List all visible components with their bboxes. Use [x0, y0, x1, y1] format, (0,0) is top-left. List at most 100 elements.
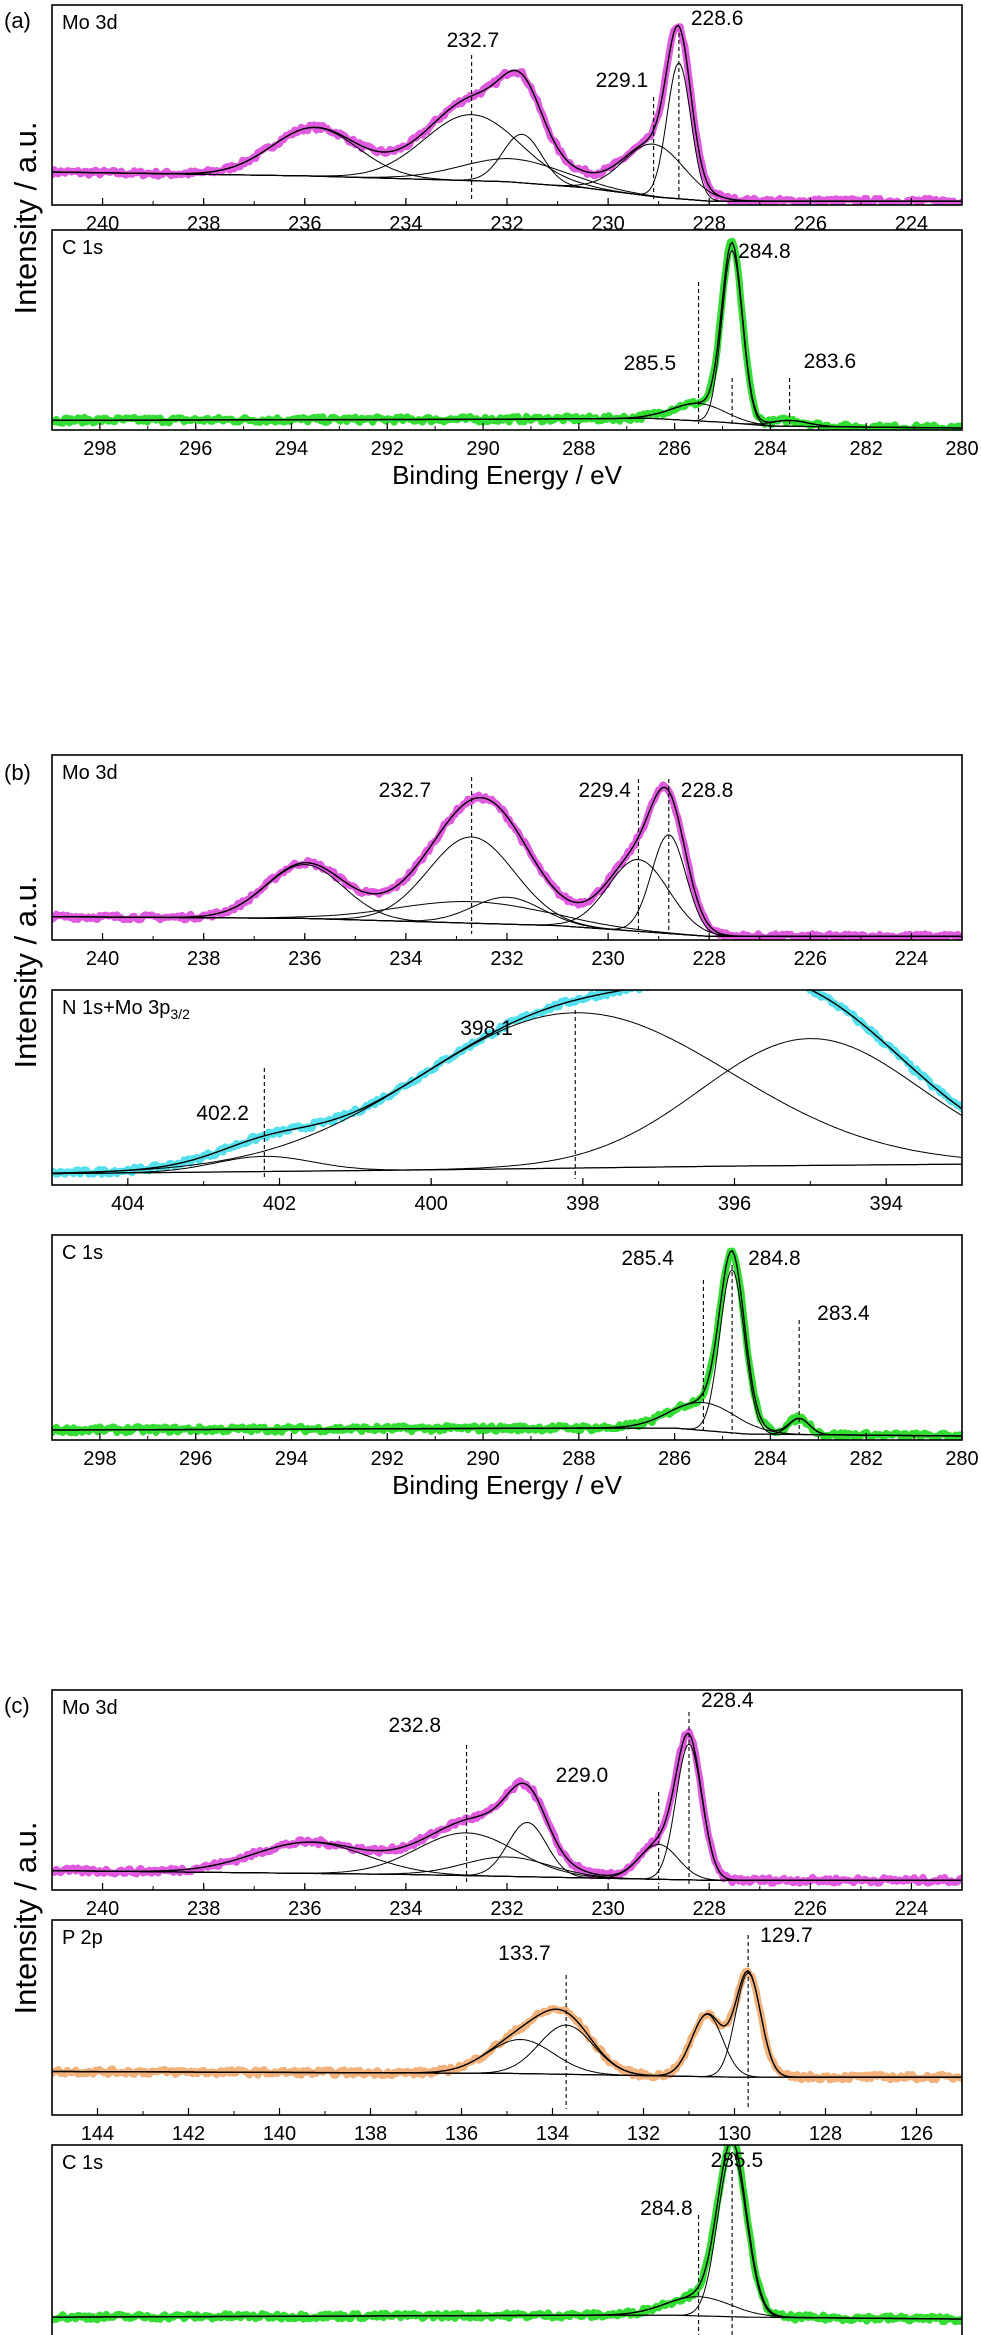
- x-tick-label: 294: [275, 1448, 308, 1470]
- series-data-b-c1s: [52, 1247, 962, 1440]
- panel-title: C 1s: [62, 1242, 103, 1264]
- x-tick-label: 230: [591, 948, 624, 970]
- section-label-c: (c): [4, 1693, 30, 1718]
- peak-label-284.8: 284.8: [748, 1247, 801, 1270]
- x-tick-label: 280: [945, 1448, 978, 1470]
- peak-label-232.8: 232.8: [389, 1714, 442, 1737]
- x-tick-label: 236: [288, 948, 321, 970]
- panel-title: C 1s: [62, 2152, 103, 2174]
- panel-a-mo3d: 240 238 236 234 232 230 228 226 224 Mo 3d 232.7 229…: [51, 4, 963, 235]
- component-peak-4: [52, 1972, 962, 2078]
- series-data-a-mo3d: [52, 23, 962, 205]
- x-tick-label: 140: [263, 2123, 296, 2145]
- envelope-fit: [52, 2145, 962, 2320]
- x-tick-label: 394: [869, 1193, 902, 1215]
- x-tick-label: 238: [187, 948, 220, 970]
- x-tick-label: 404: [111, 1193, 144, 1215]
- x-tick-label: 288: [562, 1448, 595, 1470]
- envelope-fit: [52, 1970, 962, 2078]
- x-tick-label: 296: [179, 1448, 212, 1470]
- x-tick-label: 226: [794, 1898, 827, 1920]
- x-tick-label: 298: [83, 1448, 116, 1470]
- series-data-a-c1s: [52, 237, 962, 430]
- peak-label-285.5: 285.5: [711, 2149, 764, 2172]
- x-tick-label: 296: [179, 438, 212, 460]
- series-data-c-mo3d: [52, 1728, 962, 1887]
- x-tick-label: 234: [389, 213, 422, 235]
- x-tick-label: 136: [445, 2123, 478, 2145]
- panel-a-c1s: 298 296 294 292 290 288 286 284 282 280 C 1s 284.8 2…: [51, 229, 979, 490]
- peak-label-283.4: 283.4: [817, 1302, 870, 1325]
- x-tick-label: 126: [900, 2123, 933, 2145]
- component-peak-1: [52, 1268, 962, 1437]
- x-tick-label: 134: [536, 2123, 569, 2145]
- panel-title: N 1s+Mo 3p3/2: [62, 997, 190, 1022]
- peak-label-228.8: 228.8: [681, 779, 734, 802]
- peak-label-284.8: 284.8: [640, 2197, 693, 2220]
- x-tick-label: 228: [693, 1898, 726, 1920]
- x-tick-label: 282: [850, 1448, 883, 1470]
- panel-c-mo3d: 240 238 236 234 232 230 228 226 224 Mo 3d 232.8 229…: [51, 1689, 963, 1920]
- component-peak-6: [52, 1743, 962, 1881]
- x-tick-label: 232: [490, 1898, 523, 1920]
- x-tick-label: 238: [187, 1898, 220, 1920]
- x-tick-label: 292: [371, 1448, 404, 1470]
- plot-area-b-n1s: [52, 990, 962, 1178]
- component-peak-3: [52, 2013, 962, 2078]
- panel-c-p2p: 144 142 140 138 136 134 132 130 128 126 P 2p 133.7 1…: [51, 1919, 963, 2145]
- x-tick-label: 238: [187, 213, 220, 235]
- x-tick-label: 288: [562, 438, 595, 460]
- panel-frame: [51, 1234, 963, 1441]
- peak-label-232.7: 232.7: [447, 29, 500, 52]
- x-tick-label: 226: [794, 213, 827, 235]
- x-tick-label: 232: [490, 948, 523, 970]
- peak-label-285.5: 285.5: [624, 352, 677, 375]
- x-tick-label: 130: [718, 2123, 751, 2145]
- series-data-b-n1s: [52, 990, 962, 1178]
- component-peak-2: [52, 114, 962, 202]
- panel-title-subscript: 3/2: [170, 1006, 190, 1022]
- component-peak-1: [52, 2151, 962, 2320]
- x-tick-label: 292: [371, 438, 404, 460]
- component-peak-1: [52, 249, 962, 429]
- x-tick-label: 396: [718, 1193, 751, 1215]
- peak-label-229.1: 229.1: [596, 69, 649, 92]
- panel-title: Mo 3d: [62, 762, 118, 784]
- component-peak-2: [52, 1012, 962, 1174]
- peak-label-229.4: 229.4: [578, 779, 631, 802]
- x-tick-label: 230: [591, 213, 624, 235]
- x-tick-label: 138: [354, 2123, 387, 2145]
- envelope-fit: [52, 1250, 962, 1437]
- x-tick-label: 224: [895, 948, 928, 970]
- component-peak-4: [52, 157, 962, 202]
- x-tick-label: 236: [288, 1898, 321, 1920]
- panel-b-c1s: 298 296 294 292 290 288 286 284 282 280 C 1s 285.4 2…: [51, 1234, 979, 1500]
- panel-b-mo3d: 240 238 236 234 232 230 228 226 224 Mo 3d 232.7 229…: [51, 754, 963, 970]
- panel-b-n1s: 404 402 400 398 396 394 N 1s+Mo 3p3/2 402.2 398.…: [51, 989, 963, 1215]
- panel-frame: [51, 229, 963, 431]
- component-peak-1: [52, 864, 962, 937]
- x-tick-label: 142: [172, 2123, 205, 2145]
- x-tick-label: 230: [591, 1898, 624, 1920]
- component-peak-3: [52, 1038, 962, 1175]
- peak-label-133.7: 133.7: [498, 1942, 551, 1965]
- x-tick-label: 132: [627, 2123, 660, 2145]
- peak-label-398.1: 398.1: [460, 1017, 513, 1040]
- x-tick-label: 232: [490, 213, 523, 235]
- component-peak-3: [52, 133, 962, 202]
- x-tick-label: 240: [86, 213, 119, 235]
- peak-label-283.6: 283.6: [804, 350, 857, 373]
- y-axis-title: Intensity / a.u.: [8, 122, 43, 315]
- x-tick-label: 298: [83, 438, 116, 460]
- peak-label-129.7: 129.7: [760, 1924, 813, 1947]
- x-tick-label: 290: [466, 438, 499, 460]
- peak-label-232.7: 232.7: [379, 779, 432, 802]
- series-data-c-c1s: [52, 2145, 962, 2326]
- x-tick-label: 234: [389, 948, 422, 970]
- envelope-fit: [52, 1733, 962, 1881]
- x-tick-label: 284: [754, 1448, 787, 1470]
- section-label-b: (b): [4, 760, 31, 785]
- background-line: [52, 1163, 962, 1175]
